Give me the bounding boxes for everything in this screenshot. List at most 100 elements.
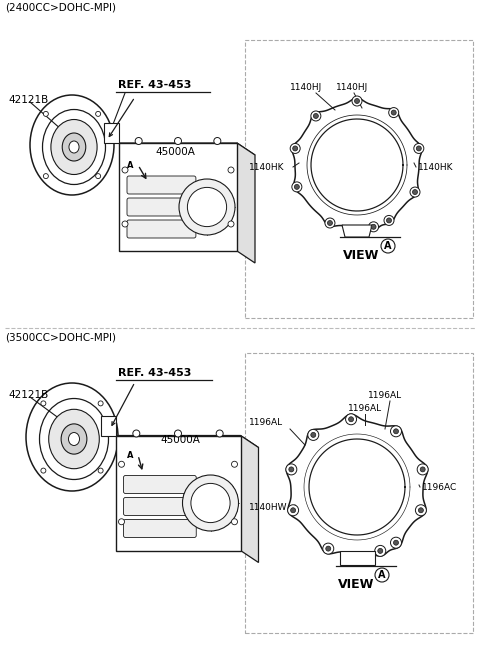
Text: A: A — [127, 451, 133, 460]
Ellipse shape — [26, 383, 118, 491]
Circle shape — [375, 568, 389, 582]
Circle shape — [135, 138, 142, 145]
Circle shape — [391, 426, 401, 437]
Ellipse shape — [30, 95, 114, 195]
Circle shape — [98, 401, 103, 406]
Text: 45000A: 45000A — [160, 435, 200, 445]
Text: 1196AL: 1196AL — [348, 404, 382, 413]
Circle shape — [394, 429, 398, 434]
Text: A: A — [378, 570, 386, 580]
Ellipse shape — [62, 133, 86, 161]
Text: VIEW: VIEW — [338, 578, 374, 591]
Circle shape — [286, 464, 297, 475]
Bar — [116, 436, 240, 550]
Circle shape — [231, 461, 238, 467]
Bar — [119, 143, 237, 251]
Circle shape — [381, 239, 395, 253]
Circle shape — [293, 146, 298, 151]
Circle shape — [175, 430, 181, 437]
Circle shape — [378, 548, 383, 553]
Circle shape — [375, 546, 386, 556]
Circle shape — [98, 468, 103, 473]
Circle shape — [119, 519, 124, 525]
Circle shape — [311, 111, 321, 121]
Circle shape — [308, 430, 319, 440]
Circle shape — [371, 224, 376, 229]
Text: A: A — [384, 241, 392, 251]
Ellipse shape — [61, 424, 87, 454]
Circle shape — [348, 417, 354, 422]
Polygon shape — [292, 98, 422, 230]
Circle shape — [290, 143, 300, 153]
Circle shape — [327, 221, 333, 225]
Ellipse shape — [69, 141, 79, 153]
Ellipse shape — [43, 109, 106, 185]
Circle shape — [415, 505, 426, 515]
Text: 1140HW: 1140HW — [249, 502, 288, 512]
FancyBboxPatch shape — [127, 198, 196, 216]
Circle shape — [325, 218, 335, 228]
Circle shape — [389, 107, 399, 118]
Circle shape — [289, 467, 294, 472]
Ellipse shape — [69, 432, 80, 445]
Polygon shape — [342, 225, 372, 237]
Polygon shape — [240, 436, 259, 563]
Text: 1140HJ: 1140HJ — [336, 83, 368, 92]
Circle shape — [323, 543, 334, 554]
Text: (2400CC>DOHC-MPI): (2400CC>DOHC-MPI) — [5, 3, 116, 13]
FancyBboxPatch shape — [127, 176, 196, 194]
Circle shape — [346, 414, 357, 424]
Circle shape — [123, 448, 137, 462]
Polygon shape — [100, 415, 116, 436]
Circle shape — [214, 138, 221, 145]
Circle shape — [352, 96, 362, 106]
Circle shape — [191, 483, 230, 523]
Circle shape — [384, 215, 394, 225]
Circle shape — [420, 467, 425, 472]
Circle shape — [412, 189, 418, 195]
Circle shape — [133, 430, 140, 437]
Circle shape — [391, 537, 401, 548]
Text: REF. 43-453: REF. 43-453 — [118, 368, 192, 378]
Circle shape — [414, 143, 424, 153]
Circle shape — [228, 221, 234, 227]
Text: 42121B: 42121B — [8, 390, 48, 400]
Circle shape — [311, 432, 316, 438]
Circle shape — [294, 185, 300, 189]
Circle shape — [292, 182, 302, 192]
Circle shape — [96, 174, 101, 179]
Bar — [245, 40, 473, 318]
Circle shape — [179, 179, 235, 235]
Text: 1140HJ: 1140HJ — [290, 83, 322, 92]
Circle shape — [175, 138, 181, 145]
Text: 1140HK: 1140HK — [418, 162, 454, 172]
Circle shape — [122, 167, 128, 173]
Text: 1196AL: 1196AL — [368, 391, 402, 400]
Text: (3500CC>DOHC-MPI): (3500CC>DOHC-MPI) — [5, 333, 116, 343]
Circle shape — [96, 111, 101, 117]
Circle shape — [410, 187, 420, 197]
Bar — [245, 353, 473, 633]
Circle shape — [182, 475, 239, 531]
Circle shape — [41, 401, 46, 406]
Polygon shape — [116, 436, 259, 447]
Text: 1196AC: 1196AC — [422, 483, 457, 491]
Polygon shape — [104, 123, 119, 143]
Polygon shape — [119, 143, 255, 155]
FancyBboxPatch shape — [123, 476, 196, 493]
Text: A: A — [127, 160, 133, 170]
Circle shape — [419, 508, 423, 513]
Polygon shape — [286, 414, 428, 556]
Text: REF. 43-453: REF. 43-453 — [118, 80, 192, 90]
Circle shape — [123, 158, 137, 172]
FancyBboxPatch shape — [123, 519, 196, 538]
Circle shape — [288, 505, 299, 515]
Circle shape — [416, 146, 421, 151]
Text: 1196AL: 1196AL — [249, 418, 283, 427]
Polygon shape — [237, 143, 255, 263]
Circle shape — [41, 468, 46, 473]
Text: 45000A: 45000A — [155, 147, 195, 157]
Circle shape — [119, 461, 124, 467]
Circle shape — [355, 98, 360, 103]
FancyBboxPatch shape — [127, 220, 196, 238]
